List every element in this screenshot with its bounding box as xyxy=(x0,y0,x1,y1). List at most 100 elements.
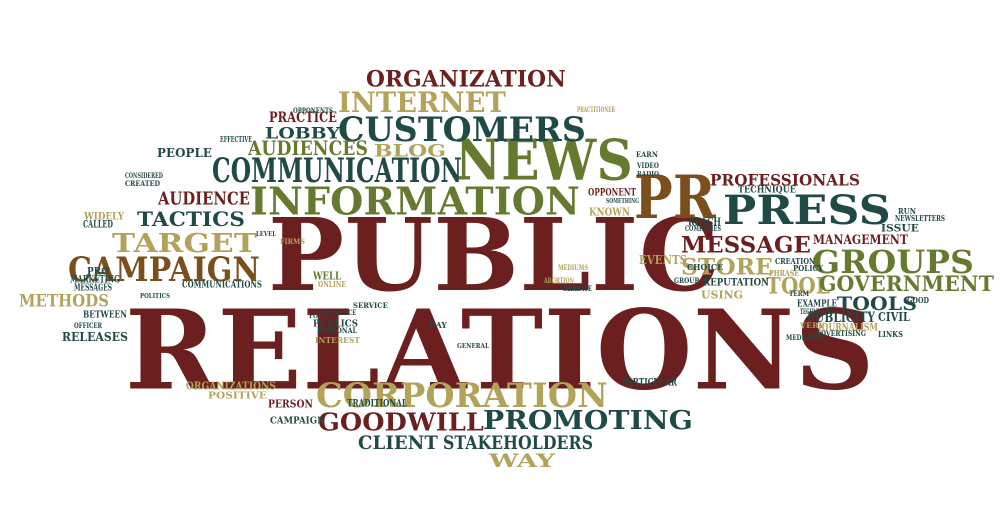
word-general: GENERAL xyxy=(457,342,489,350)
word-government: GOVERNMENT xyxy=(819,271,994,296)
word-practice: PRACTICE xyxy=(269,108,337,126)
word-store: STORE xyxy=(681,254,773,280)
word-civil: CIVIL xyxy=(878,309,910,325)
word-groups: GROUPS xyxy=(812,243,974,281)
word-management: MANAGEMENT xyxy=(813,231,908,248)
word-people: PEOPLE xyxy=(157,145,212,161)
word-traditional: TRADITIONAL xyxy=(347,397,407,409)
word-between: BETWEEN xyxy=(83,309,127,320)
word-companies: COMPANIES xyxy=(685,224,721,233)
word-tools: TOOLS xyxy=(837,292,917,315)
word-information: INFORMATION xyxy=(250,178,580,224)
word-opponents: OPPONENTS xyxy=(293,106,333,115)
word-firms: FIRMS xyxy=(280,237,305,246)
word-issue: ISSUE xyxy=(881,222,919,234)
word-group: GROUP xyxy=(674,276,699,285)
word-term: TERM xyxy=(789,289,809,298)
word-personal: PERSONAL xyxy=(317,326,357,335)
word-effective: EFFECTIVE xyxy=(220,134,252,144)
word-interest: INTEREST xyxy=(315,335,360,345)
word-life: LIFE xyxy=(563,284,579,293)
word-choice: CHOICE xyxy=(687,262,723,272)
word-way: WAY xyxy=(489,449,555,472)
word-campaign-small: CAMPAIGN xyxy=(270,415,325,426)
word-technique: TECHNIQUE xyxy=(738,184,796,195)
word-person: PERSON xyxy=(268,397,313,410)
word-press: PRESS xyxy=(723,186,891,234)
word-reputation: REPUTATION xyxy=(703,276,769,288)
word-links: LINKS xyxy=(878,329,903,339)
word-form: FORM xyxy=(309,312,329,320)
word-created: CREATED xyxy=(125,179,160,188)
word-news: NEWS xyxy=(455,126,633,194)
word-opponent: OPPONENT xyxy=(588,186,636,198)
word-creation: CREATION xyxy=(775,256,815,266)
word-stakeholders: STAKEHOLDERS xyxy=(443,431,593,454)
word-widely: WIDELY xyxy=(84,210,124,222)
word-tool: TOOL xyxy=(766,273,830,299)
word-public: PUBLIC xyxy=(268,196,720,314)
word-particular: PARTICULAR xyxy=(622,376,677,388)
word-well: WELL xyxy=(313,269,341,282)
word-marketing: MARKETING xyxy=(70,273,120,285)
word-known: KNOWN xyxy=(589,205,630,218)
word-journalism: JOURNALISM xyxy=(818,321,878,333)
word-influence: INFLUENCE xyxy=(322,308,356,317)
word-target: TARGET xyxy=(112,227,257,259)
word-phrase: PHRASE xyxy=(769,268,799,278)
word-lobby: LOBBY xyxy=(265,123,340,143)
word-day: DAY xyxy=(429,320,447,330)
word-goodwill: GOODWILL xyxy=(318,407,484,437)
word-newsletters: NEWSLETTERS xyxy=(895,213,945,223)
word-online: ONLINE xyxy=(318,279,346,289)
word-policy: POLICY xyxy=(793,263,823,273)
word-organizations: ORGANIZATIONS xyxy=(186,379,276,392)
word-promoting: PROMOTING xyxy=(483,404,693,436)
word-example: EXAMPLE xyxy=(797,298,837,309)
word-mediated: MEDIATED xyxy=(786,333,822,342)
word-audiences: AUDIENCES xyxy=(248,136,368,160)
word-reach: REACH xyxy=(688,215,721,228)
word-message: MESSAGE xyxy=(681,232,811,258)
word-called: CALLED xyxy=(83,218,113,230)
word-positive: POSITIVE xyxy=(208,390,267,401)
word-organization: ORGANIZATION xyxy=(366,66,566,92)
word-earn: EARN xyxy=(636,150,658,159)
word-customers: CUSTOMERS xyxy=(338,108,586,150)
word-corporation: CORPORATION xyxy=(316,374,608,416)
word-relations: RELATIONS xyxy=(125,285,875,415)
word-publics: PUBLICS xyxy=(313,318,358,329)
word-communication: COMMUNICATION xyxy=(212,149,462,191)
word-techniques: TECHNIQUES xyxy=(800,307,832,316)
word-officer: OFFICER xyxy=(74,321,102,330)
word-publicity: PUBLICITY xyxy=(807,308,875,326)
word-events: EVENTS xyxy=(639,252,687,268)
word-pro: PRO xyxy=(87,265,109,277)
word-something: SOMETHING xyxy=(606,197,639,205)
word-video: VIDEO xyxy=(637,161,659,170)
word-communications: COMMUNICATIONS xyxy=(182,279,262,290)
word-very: VERY xyxy=(800,321,824,330)
word-audience: AUDIENCE xyxy=(158,187,250,209)
word-tactics: TACTICS xyxy=(137,207,245,231)
word-run: RUN xyxy=(898,206,916,216)
word-methods: METHODS xyxy=(19,290,109,311)
word-abortion: ABORTION xyxy=(544,276,574,285)
word-using: USING xyxy=(701,288,743,301)
word-mediums: MEDIUMS xyxy=(558,263,588,272)
word-politics: POLITICS xyxy=(140,292,170,300)
word-blog: BLOG xyxy=(374,140,446,161)
word-campaign: CAMPAIGN xyxy=(68,248,260,290)
word-advertising: ADVERTISING xyxy=(816,329,866,338)
word-releases: RELEASES xyxy=(62,329,128,345)
word-considered: CONSIDERED xyxy=(125,171,163,180)
word-practitioner: PRACTITIONER xyxy=(577,105,615,114)
word-good: GOOD xyxy=(907,295,929,305)
word-professionals: PROFESSIONALS xyxy=(710,170,860,190)
word-create: CREATE xyxy=(568,284,592,293)
word-client: CLIENT xyxy=(358,431,438,454)
word-messages: MESSAGES xyxy=(74,282,112,293)
word-pr: PR xyxy=(634,161,716,233)
word-internet: INTERNET xyxy=(338,85,506,119)
